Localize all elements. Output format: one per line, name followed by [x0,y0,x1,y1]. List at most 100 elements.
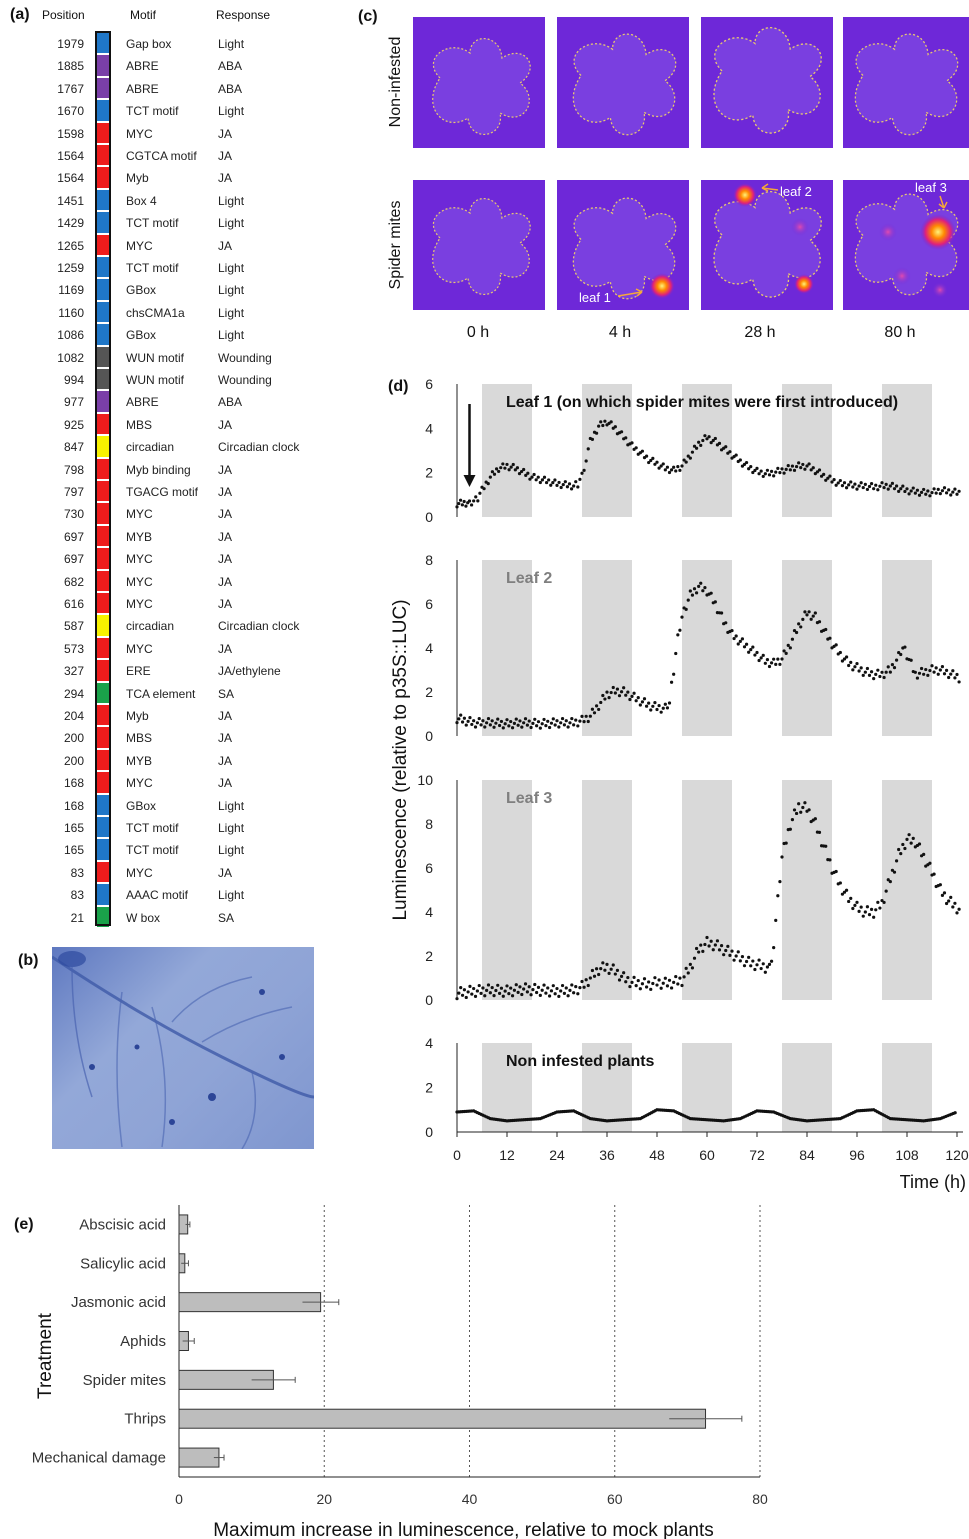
motif-response: JA [218,776,232,790]
time-label-0h: 0 h [467,324,489,342]
data-point [630,695,633,698]
data-point [561,717,564,720]
data-point [885,890,888,893]
data-point [455,505,458,508]
motif-position: 327 [64,664,84,678]
data-point [864,910,867,913]
motif-row: 200 MYB JA [0,750,330,772]
data-point [653,976,656,979]
data-point [855,488,858,491]
data-point [504,722,507,725]
data-point [626,976,629,979]
data-point [724,949,727,952]
data-point [841,484,844,487]
data-point [685,460,688,463]
motif-name: AAAC motif [126,888,188,902]
data-point [812,615,815,618]
motif-row: 327 ERE JA/ethylene [0,660,330,682]
motif-position: 1086 [57,328,84,342]
data-point [901,843,904,846]
data-point [764,971,767,974]
data-point [789,646,792,649]
data-point [955,911,958,914]
data-point [599,701,602,704]
data-point [614,425,617,428]
data-point [554,723,557,726]
data-point [737,950,740,953]
data-point [801,463,804,466]
data-point [587,447,590,450]
motif-position: 697 [64,530,84,544]
data-point [637,696,640,699]
data-point [549,484,552,487]
data-point [732,637,735,640]
time-label-4h: 4 h [609,324,631,342]
data-point [822,473,825,476]
data-point [515,717,518,720]
data-point [839,881,842,884]
data-point [893,666,896,669]
data-point [624,980,627,983]
motif-name: MYC [126,552,153,566]
data-point [678,977,681,980]
data-point [676,465,679,468]
x-tick-label: 108 [895,1147,919,1163]
data-point [910,842,913,845]
gus-stained-leaf-image [52,947,314,1149]
data-point [762,962,765,965]
data-point [774,919,777,922]
x-tick-label: 60 [699,1147,715,1163]
data-point [885,483,888,486]
data-point [565,719,568,722]
motif-response: SA [218,687,234,701]
data-point [957,680,960,683]
data-point [591,438,594,441]
data-point [601,961,604,964]
data-point [576,485,579,488]
data-point [541,478,544,481]
data-point [463,717,466,720]
data-point [874,908,877,911]
data-point [532,473,535,476]
data-point [853,665,856,668]
motif-row: 977 ABRE ABA [0,391,330,413]
motif-name: MBS [126,731,152,745]
motif-name: circadian [126,619,174,633]
data-point [495,467,498,470]
data-point [701,950,704,953]
data-point [903,847,906,850]
data-point [595,704,598,707]
data-point [703,586,706,589]
data-point [753,653,756,656]
data-point [539,481,542,484]
data-point [878,675,881,678]
data-point [914,492,917,495]
motif-row: 1086 GBox Light [0,324,330,346]
data-point [797,622,800,625]
data-point [554,992,557,995]
data-point [710,592,713,595]
data-point [555,719,558,722]
motif-position: 168 [64,799,84,813]
data-point [662,982,665,985]
bar [179,1448,219,1467]
motif-position: 83 [71,866,84,880]
data-point [778,471,781,474]
data-point [922,673,925,676]
data-point [870,670,873,673]
data-point [857,484,860,487]
data-point [866,488,869,491]
introduction-arrow-head [464,475,476,487]
data-point [741,637,744,640]
data-point [828,475,831,478]
data-point [489,476,492,479]
data-point [502,995,505,998]
data-point [601,424,604,427]
data-point [455,997,458,1000]
data-point [463,500,466,503]
data-point [616,969,619,972]
data-point [745,643,748,646]
motif-response: JA [218,709,232,723]
dark-period-band [482,780,532,1000]
data-point [699,944,702,947]
